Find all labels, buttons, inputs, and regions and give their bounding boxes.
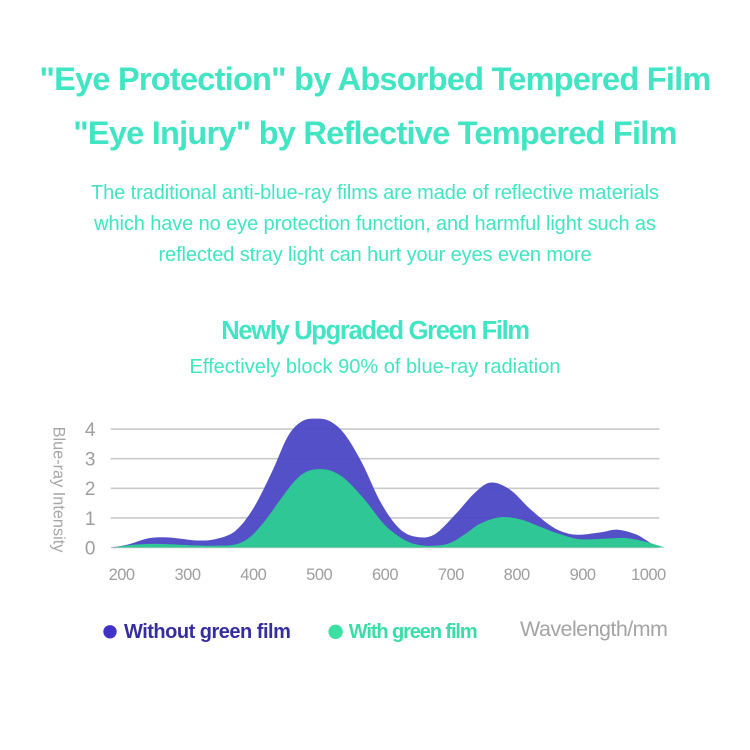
svg-text:300: 300 xyxy=(174,566,200,584)
svg-text:200: 200 xyxy=(109,566,135,584)
svg-text:700: 700 xyxy=(438,566,464,584)
svg-text:500: 500 xyxy=(306,566,332,584)
svg-text:1000: 1000 xyxy=(631,566,666,584)
svg-text:Blue-ray Intensity: Blue-ray Intensity xyxy=(50,427,68,554)
svg-text:1: 1 xyxy=(85,509,96,530)
svg-text:400: 400 xyxy=(240,566,266,584)
svg-text:0: 0 xyxy=(85,539,96,560)
svg-text:800: 800 xyxy=(504,566,530,584)
svg-text:900: 900 xyxy=(570,566,596,584)
svg-text:2: 2 xyxy=(85,479,96,500)
svg-text:600: 600 xyxy=(372,566,398,584)
svg-text:3: 3 xyxy=(85,450,96,471)
svg-text:4: 4 xyxy=(85,420,96,441)
